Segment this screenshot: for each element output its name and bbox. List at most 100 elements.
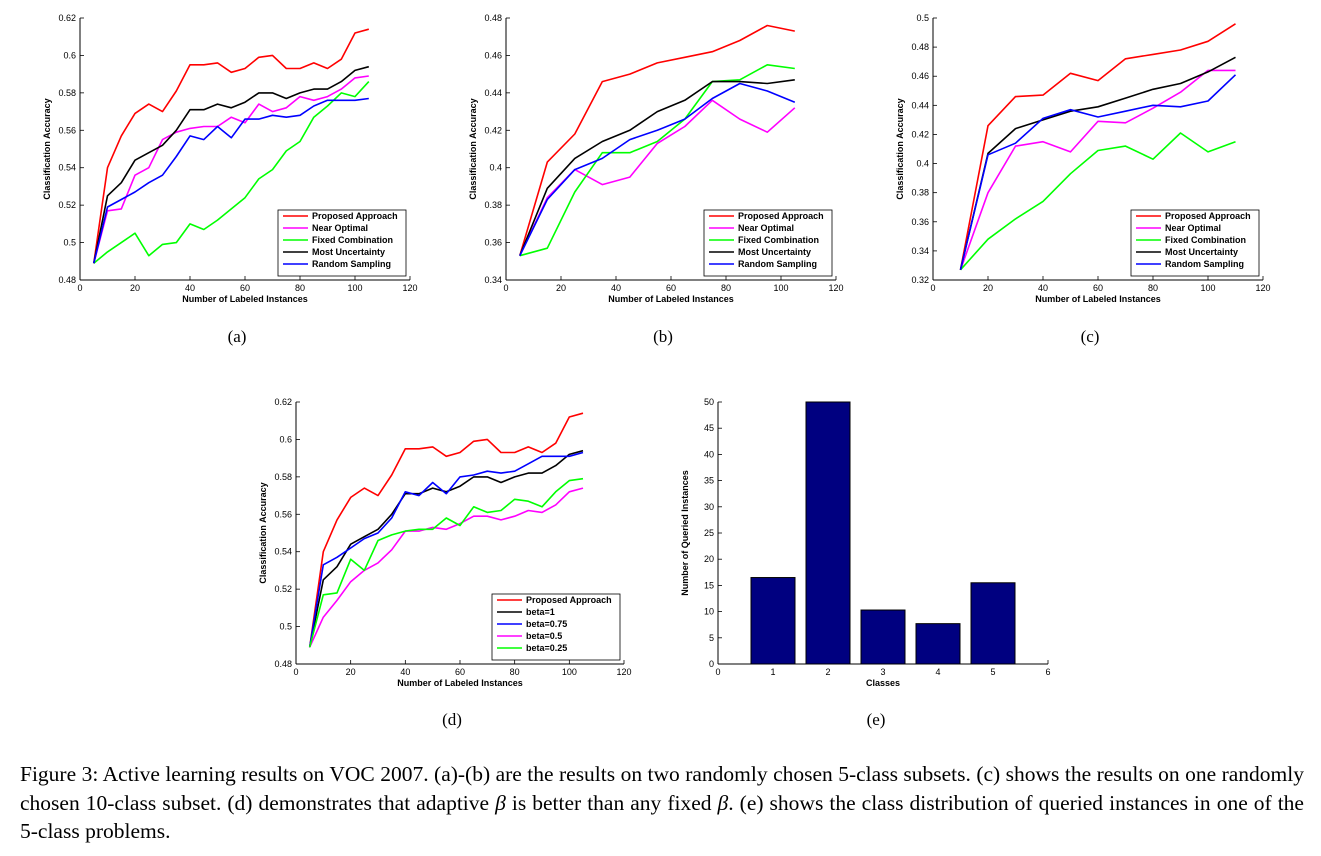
y-tick-label: 0.58: [274, 472, 292, 482]
x-tick-label: 60: [666, 283, 676, 293]
y-tick-label: 0.36: [484, 238, 502, 248]
x-tick-label: 6: [1045, 667, 1050, 677]
legend-label: Proposed Approach: [526, 595, 612, 605]
y-tick-label: 0.54: [58, 163, 76, 173]
bar-class-4: [915, 623, 961, 665]
legend-box: [703, 209, 833, 277]
y-tick-label: 10: [704, 607, 714, 617]
y-tick-label: 0.48: [274, 659, 292, 669]
x-tick-label: 40: [185, 283, 195, 293]
y-tick-label: 45: [704, 423, 714, 433]
bar-class-2: [805, 401, 851, 665]
y-tick-label: 20: [704, 554, 714, 564]
y-axis-label: Classification Accuracy: [258, 482, 268, 583]
x-tick-label: 0: [930, 283, 935, 293]
x-tick-label: 2: [825, 667, 830, 677]
x-tick-label: 5: [990, 667, 995, 677]
y-axis-label: Classification Accuracy: [42, 98, 52, 199]
x-tick-label: 60: [455, 667, 465, 677]
x-tick-label: 100: [773, 283, 788, 293]
legend-label: Random Sampling: [312, 259, 391, 269]
y-tick-label: 50: [704, 397, 714, 407]
x-axis-label: Number of Labeled Instances: [1035, 294, 1161, 304]
x-tick-label: 60: [1093, 283, 1103, 293]
legend-label: beta=0.75: [526, 619, 567, 629]
y-tick-label: 0.52: [58, 200, 76, 210]
subfig-label-d: (d): [442, 710, 462, 729]
series-line-fixed-combination: [519, 63, 795, 257]
x-tick-label: 20: [130, 283, 140, 293]
x-tick-label: 4: [935, 667, 940, 677]
y-tick-label: 25: [704, 528, 714, 538]
legend-label: Proposed Approach: [1165, 211, 1251, 221]
y-tick-label: 0.38: [911, 188, 929, 198]
y-tick-label: 0.56: [58, 125, 76, 135]
legend-label: Random Sampling: [738, 259, 817, 269]
x-tick-label: 0: [293, 667, 298, 677]
y-tick-label: 0.4: [916, 159, 929, 169]
chart-panel-a: 0 20 40 60 80 100 120 0.48 0.5 0.52 0.54 0.56 0.58 0.…: [30, 12, 430, 312]
x-tick-label: 20: [556, 283, 566, 293]
x-tick-label: 0: [503, 283, 508, 293]
caption-beta-2: β: [717, 790, 729, 815]
chart-c-svg: 0 20 40 60 80 100 120 0.32 0.34 0.36 0.38 0.4 0.42 0.…: [895, 13, 1271, 304]
bar-class-1: [750, 577, 796, 665]
legend-label: Fixed Combination: [1165, 235, 1246, 245]
x-tick-label: 120: [402, 283, 417, 293]
series-line-random-sampling: [519, 82, 796, 257]
y-axis-label: Classification Accuracy: [468, 98, 478, 199]
y-tick-label: 0.34: [911, 246, 929, 256]
subfig-label-a: (a): [227, 327, 247, 346]
y-tick-label: 0.58: [58, 88, 76, 98]
series-line-fixed-combination: [93, 81, 370, 264]
chart-panel-b: 0 20 40 60 80 100 120 0.34 0.36 0.38 0.4 0.42 0.44 0.…: [456, 12, 856, 312]
legend-label: Fixed Combination: [312, 235, 393, 245]
legend-label: Most Uncertainty: [312, 247, 385, 257]
y-tick-label: 0.6: [279, 434, 292, 444]
y-tick-label: 5: [709, 633, 714, 643]
y-tick-label: 0.32: [911, 275, 929, 285]
y-tick-label: 0.48: [484, 13, 502, 23]
series-line-proposed-approach: [959, 23, 1236, 270]
x-tick-label: 20: [346, 667, 356, 677]
series-line-near-optimal: [93, 75, 369, 264]
x-tick-label: 80: [295, 283, 305, 293]
y-tick-label: 0.44: [484, 88, 502, 98]
subfig-label-c: (c): [1080, 327, 1100, 346]
y-tick-label: 40: [704, 449, 714, 459]
x-tick-label: 80: [721, 283, 731, 293]
chart-d-svg: 0 20 40 60 80 100 120 0.48 0.5 0.52 0.54 0.56 0.58 0.…: [258, 397, 632, 688]
y-tick-label: 0.36: [911, 217, 929, 227]
series-line-beta-0-75: [308, 451, 584, 648]
x-tick-label: 100: [562, 667, 577, 677]
x-tick-label: 3: [880, 667, 885, 677]
x-axis-label: Number of Labeled Instances: [182, 294, 308, 304]
subfig-label-e: (e): [866, 710, 886, 729]
legend-label: Fixed Combination: [738, 235, 819, 245]
y-tick-label: 0.46: [911, 71, 929, 81]
x-tick-label: 100: [1200, 283, 1215, 293]
y-tick-label: 0.38: [484, 200, 502, 210]
legend-box: [277, 209, 407, 277]
x-tick-label: 40: [400, 667, 410, 677]
legend-label: Most Uncertainty: [1165, 247, 1238, 257]
x-tick-label: 40: [611, 283, 621, 293]
series-line-most-uncertainty: [519, 79, 795, 257]
chart-a-svg: 0 20 40 60 80 100 120 0.48 0.5 0.52 0.54 0.56 0.58 0.…: [42, 13, 418, 304]
legend-label: Near Optimal: [312, 223, 368, 233]
x-axis-label: Number of Labeled Instances: [397, 678, 523, 688]
figure-caption: Figure 3: Active learning results on VOC…: [20, 760, 1304, 846]
legend-label: Proposed Approach: [312, 211, 398, 221]
y-tick-label: 0.4: [489, 163, 502, 173]
series-line-most-uncertainty: [959, 56, 1236, 270]
y-tick-label: 0.46: [484, 50, 502, 60]
series-line-fixed-combination: [959, 132, 1236, 271]
legend-label: Near Optimal: [1165, 223, 1221, 233]
x-tick-label: 40: [1038, 283, 1048, 293]
series-line-beta-0-25: [308, 477, 584, 648]
y-tick-label: 0.62: [274, 397, 292, 407]
y-tick-label: 0.5: [279, 622, 292, 632]
y-axis-label: Classification Accuracy: [895, 98, 905, 199]
caption-part-3: . (e) shows the class distribution of qu…: [20, 790, 1304, 844]
x-tick-label: 1: [770, 667, 775, 677]
